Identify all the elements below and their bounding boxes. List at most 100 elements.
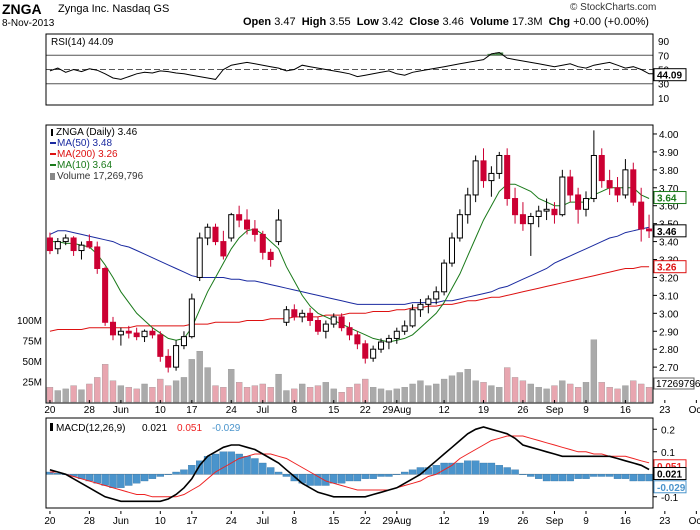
- macd-histogram-bar: [550, 474, 559, 482]
- macd-histogram-bar: [353, 474, 362, 482]
- macd-histogram-bar: [306, 474, 314, 486]
- low-value: 3.42: [381, 16, 404, 28]
- x-tick-label: 10: [155, 516, 167, 527]
- volume-bar: [567, 383, 574, 403]
- candle-body: [291, 309, 298, 318]
- x-tick-label: Jul: [256, 405, 269, 416]
- volume-bar: [251, 385, 259, 403]
- rsi-tick-label: 90: [658, 37, 670, 48]
- macd-histogram-bar: [377, 474, 385, 477]
- x-tick-label: 9: [583, 405, 589, 416]
- candle-body: [180, 336, 187, 347]
- candle-body: [606, 180, 613, 189]
- volume-bar: [480, 382, 487, 403]
- volume-bar: [322, 382, 329, 403]
- ma10-line: [49, 183, 650, 343]
- candle-body: [504, 154, 511, 200]
- x-tick-label: 26: [517, 405, 529, 416]
- volume-bar: [165, 385, 172, 403]
- volume-bar: [511, 377, 519, 403]
- volume-bar: [346, 387, 353, 403]
- ma10-last-value-box: [653, 191, 687, 205]
- candle-body: [220, 241, 227, 257]
- price-tick-label: 3.40: [659, 238, 679, 249]
- rsi-overbought-fill: [495, 52, 504, 56]
- macd-histogram-bar: [211, 453, 220, 475]
- macd-histogram-bar: [629, 474, 637, 482]
- legend-volume: Volume 17,269,796: [57, 171, 144, 182]
- x-tick-label: Oct: [689, 516, 700, 527]
- volume-tick-label: 50M: [23, 357, 42, 368]
- candle-body: [448, 237, 456, 264]
- candle-body: [417, 303, 424, 311]
- candle-body: [228, 214, 235, 239]
- x-tick-label: 8: [292, 516, 298, 527]
- volume-bar: [212, 385, 219, 403]
- volume-bar: [243, 387, 251, 403]
- macd-signal-line: [49, 435, 650, 498]
- candle-body: [267, 251, 274, 261]
- macd-histogram-bar: [590, 474, 598, 477]
- volume-bar: [504, 367, 511, 403]
- volume-bar: [228, 369, 235, 403]
- x-tick-label: 24: [226, 405, 238, 416]
- volume-bar: [314, 385, 322, 403]
- candle-body: [590, 154, 597, 200]
- x-tick-label: 19: [478, 405, 490, 416]
- candle-body: [425, 298, 432, 305]
- price-tick-label: 3.10: [659, 291, 679, 302]
- chg-label: Chg: [548, 16, 571, 28]
- x-tick-label: 24: [226, 516, 238, 527]
- candle-body: [535, 210, 542, 217]
- candle-body: [346, 327, 353, 336]
- macd-histogram-bar: [527, 474, 535, 477]
- exchange-name: Nasdaq GS: [112, 3, 170, 15]
- volume-bar: [101, 364, 109, 403]
- macd-histogram-bar: [487, 462, 496, 475]
- macd-histogram-bar: [235, 453, 243, 475]
- x-tick-label: 20: [44, 405, 56, 416]
- volume-bar: [559, 380, 566, 403]
- candle-body: [575, 194, 582, 210]
- macd-histogram-bar: [495, 465, 503, 475]
- candle-body: [638, 201, 645, 230]
- candle-body: [433, 291, 440, 300]
- macd-hist-last: -0.029: [657, 483, 686, 494]
- macd-histogram-bar: [274, 471, 283, 475]
- volume-bar: [299, 383, 306, 403]
- ticker-symbol: ZNGA: [2, 1, 42, 17]
- volume-bar: [196, 351, 203, 403]
- macd-histogram-bar: [503, 467, 511, 475]
- macd-histogram-bar: [148, 474, 157, 479]
- candle-body: [527, 215, 534, 225]
- rsi-tick-label: 30: [658, 80, 670, 91]
- price-tick-label: 2.70: [659, 363, 679, 374]
- x-tick-label: 16: [620, 405, 632, 416]
- legend-ma-2: MA(200) 3.26: [57, 149, 118, 160]
- volume-last-box: [653, 377, 695, 390]
- volume-bar: [606, 387, 613, 403]
- volume-bar: [204, 367, 211, 403]
- x-tick-label: 8: [292, 405, 298, 416]
- candle-body: [188, 298, 195, 338]
- volume-label: Volume: [469, 16, 509, 28]
- macd-histogram-bar: [511, 469, 519, 475]
- candle-body: [307, 312, 314, 321]
- volume-bar: [54, 390, 61, 403]
- candle-body: [385, 337, 392, 343]
- volume-bar: [630, 380, 637, 403]
- macd-histogram-bar: [251, 458, 259, 475]
- volume-bar: [433, 383, 440, 403]
- rsi-panel: [45, 33, 654, 106]
- macd-histogram-bar: [534, 474, 543, 479]
- rsi-last-value-box: [653, 68, 687, 82]
- candle-body: [362, 343, 369, 359]
- volume-bar: [551, 385, 558, 403]
- volume-bar: [354, 383, 361, 403]
- macd-histogram-bar: [471, 460, 480, 475]
- candle-body: [204, 226, 211, 239]
- ma50-line: [49, 226, 650, 305]
- candle-body: [598, 154, 605, 182]
- candle-body: [488, 172, 495, 182]
- legend-candle-icon: [51, 129, 53, 136]
